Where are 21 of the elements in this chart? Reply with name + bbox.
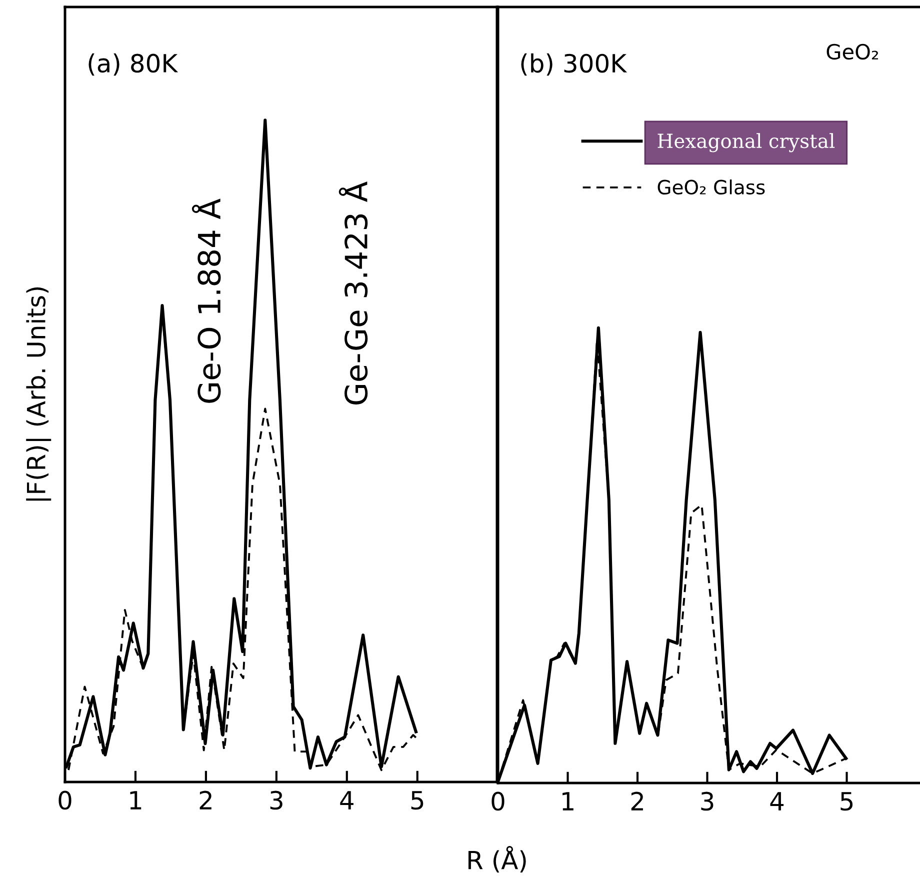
- annotation: Ge-O 1.884 Å: [192, 198, 221, 403]
- x-tick-label: 3: [270, 790, 282, 810]
- y-axis-title: |F(R)| (Arb. Units): [26, 287, 52, 501]
- chart-title: (a) 80K: [88, 53, 178, 76]
- x-tick-label: 3: [701, 792, 714, 811]
- legend-label: GeO₂ Glass: [658, 179, 765, 195]
- chart-title: (b) 300K: [521, 53, 628, 76]
- x-tick-label: 2: [200, 790, 212, 810]
- x-tick-label: 1: [562, 792, 574, 810]
- x-tick-label: 4: [770, 792, 784, 810]
- x-tick-label: 2: [631, 792, 643, 810]
- x-tick-label: 0: [58, 790, 72, 810]
- x-tick-label: 5: [411, 791, 424, 810]
- x-tick-label: 5: [840, 792, 853, 811]
- text: GeO₂: [826, 44, 878, 60]
- x-tick-label: 1: [130, 791, 142, 810]
- x-axis-title: R (Å): [468, 846, 526, 872]
- x-tick-label: 4: [340, 791, 354, 810]
- x-tick-label: 0: [492, 792, 504, 811]
- legend-label: Hexagonal crystal: [658, 133, 835, 152]
- annotation: Ge-Ge 3.423 Å: [338, 182, 368, 404]
